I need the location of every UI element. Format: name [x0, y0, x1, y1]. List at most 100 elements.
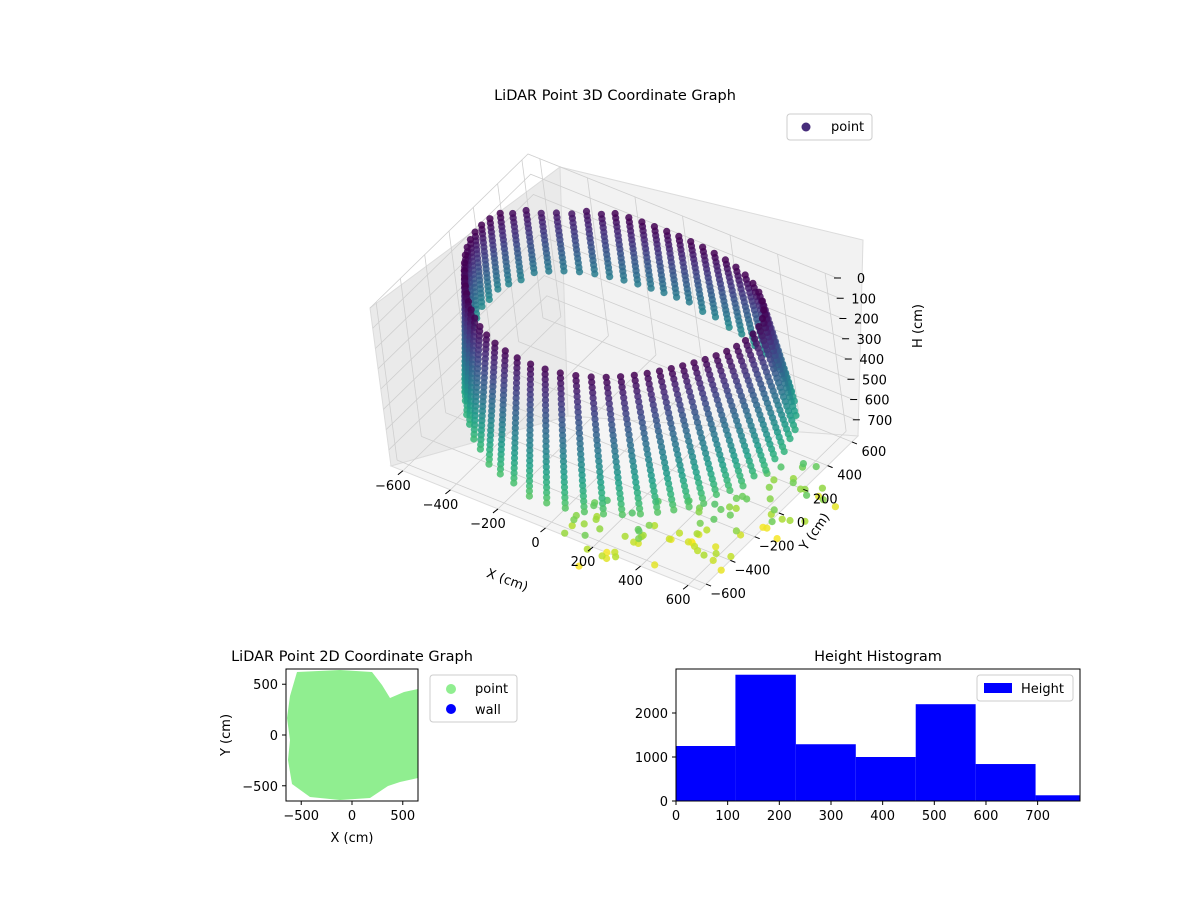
lidar-point	[710, 515, 718, 523]
lidar-point	[512, 379, 521, 387]
lidar-point	[770, 476, 778, 484]
z-tick-label-3d: 500	[862, 373, 887, 388]
x-axis-2d-label: X (cm)	[331, 831, 374, 846]
y-tick-3d	[827, 465, 833, 469]
lidar-point	[684, 538, 693, 546]
lidar-point	[635, 535, 643, 543]
lidar-point	[537, 209, 545, 217]
lidar-point	[542, 442, 550, 450]
legend-wall-marker	[446, 704, 456, 714]
x-tick-3d	[682, 584, 689, 590]
lidar-point	[576, 440, 584, 448]
y-tick-3d	[851, 441, 858, 445]
lidar-point	[625, 431, 633, 439]
lidar-point	[591, 415, 599, 423]
lidar-point	[561, 494, 569, 502]
legend-3d-label: point	[831, 120, 864, 135]
x-tick-3d	[445, 489, 451, 495]
lidar-point	[598, 552, 606, 560]
legend-wall-label: wall	[475, 703, 501, 718]
x-tick-label-3d: −400	[423, 498, 459, 513]
lidar-point	[542, 422, 550, 430]
lidar-point	[645, 521, 653, 529]
lidar-point	[510, 479, 518, 487]
y-tick-label-3d: 200	[813, 492, 838, 507]
lidar-point	[604, 389, 612, 397]
lidar-point	[700, 499, 708, 507]
lidar-point	[623, 415, 631, 423]
y-tick-label-2d: 0	[270, 729, 278, 744]
lidar-point	[597, 478, 605, 486]
lidar-point	[631, 473, 639, 481]
lidar-point	[621, 404, 629, 412]
lidar-point	[812, 463, 820, 471]
lidar-point	[630, 468, 638, 476]
lidar-point	[580, 503, 588, 511]
lidar-point	[598, 494, 606, 502]
y-tick-label-3d: −200	[759, 540, 795, 555]
y-tick-3d	[778, 512, 785, 516]
lidar-point	[625, 214, 633, 222]
lidar-point	[611, 447, 619, 455]
lidar-point	[638, 218, 646, 226]
lidar-point	[526, 421, 534, 429]
lidar-point	[635, 499, 643, 507]
lidar-point	[642, 440, 650, 448]
z-tick-label-3d: 0	[857, 272, 865, 287]
z-axis-3d: 0 100 200 300 400 500 600 700	[834, 272, 892, 429]
grid-line-x	[539, 158, 562, 317]
lidar-point	[628, 509, 636, 517]
lidar-point	[496, 470, 504, 478]
lidar-point	[561, 488, 569, 497]
lidar-point	[763, 524, 771, 532]
x-tick-label-3d: 200	[571, 555, 596, 570]
lidar-point	[560, 483, 569, 491]
x-tick-label-3d: 0	[531, 536, 539, 551]
lidar-point	[558, 416, 566, 424]
lidar-point	[626, 441, 635, 449]
lidar-point	[650, 487, 658, 495]
lidar-point	[522, 206, 530, 215]
lidar-point	[768, 518, 776, 526]
lidar-point	[542, 437, 550, 445]
lidar-point	[576, 434, 584, 443]
lidar-point	[712, 549, 720, 558]
lidar-point	[605, 400, 613, 408]
lidar-point	[526, 472, 534, 480]
lidar-point	[512, 384, 521, 392]
lidar-point	[557, 390, 565, 398]
lidar-point	[512, 394, 520, 402]
lidar-point	[541, 401, 550, 409]
lidar-point	[526, 467, 534, 475]
lidar-point	[617, 500, 625, 508]
lidar-point	[526, 401, 534, 409]
lidar-point	[622, 410, 630, 418]
lidar-point	[574, 403, 582, 411]
lidar-point	[595, 462, 603, 471]
histogram-bar	[915, 704, 976, 801]
y-tick-label-3d: 400	[837, 469, 862, 484]
chart-2d-points	[287, 670, 418, 800]
grid-line-z	[388, 295, 856, 451]
lidar-point	[771, 455, 779, 463]
lidar-point	[819, 496, 827, 504]
lidar-point	[633, 483, 641, 492]
lidar-point	[581, 531, 589, 539]
lidar-point	[653, 503, 661, 511]
histogram-x-axis: 0 100 200 300 400 500 600 700	[672, 801, 1050, 824]
lidar-point	[636, 510, 645, 518]
lidar-point	[583, 545, 591, 553]
lidar-point	[568, 210, 576, 218]
lidar-point	[654, 508, 662, 516]
lidar-point	[509, 209, 517, 218]
legend-height-swatch	[984, 683, 1012, 693]
lidar-point	[615, 479, 623, 487]
lidar-point	[559, 457, 568, 465]
lidar-point	[703, 526, 711, 534]
lidar-point	[607, 410, 615, 418]
lidar-point	[675, 232, 683, 240]
lidar-point	[575, 424, 583, 432]
lidar-point	[541, 375, 549, 383]
lidar-point	[541, 365, 549, 373]
histogram-bar	[795, 744, 856, 801]
